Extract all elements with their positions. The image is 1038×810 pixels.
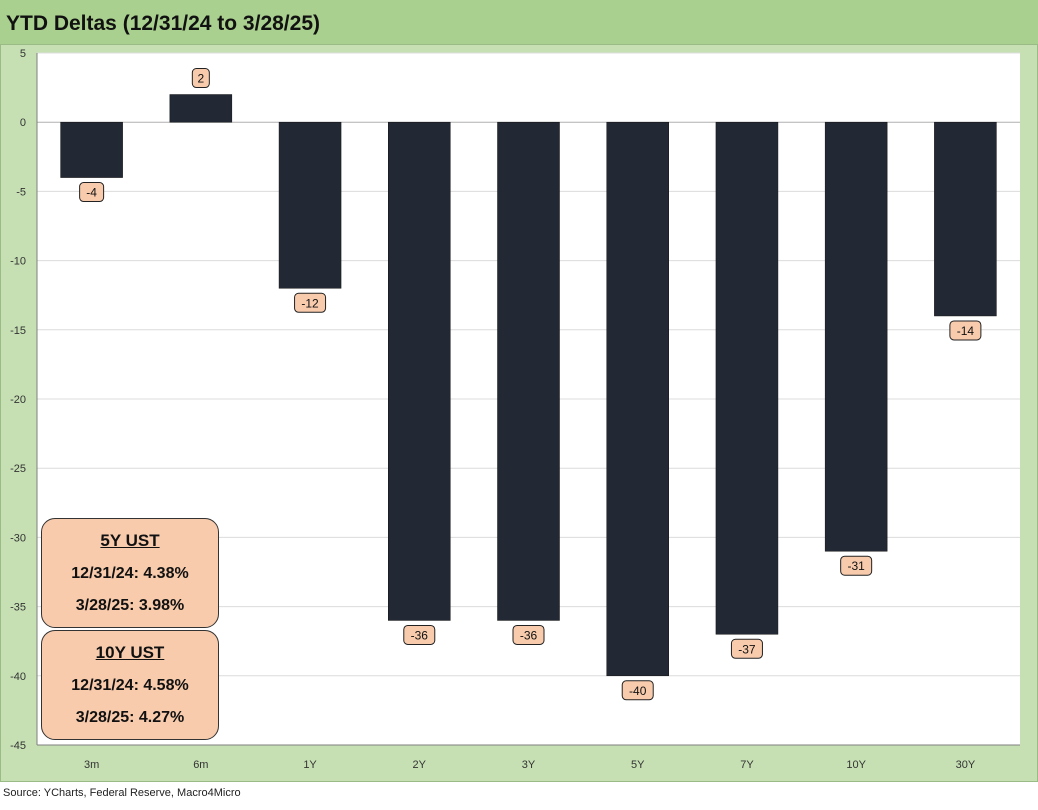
info-box-start-yield: 12/31/24: 4.38% bbox=[71, 565, 189, 582]
x-tick-label: 3m bbox=[84, 759, 99, 771]
data-label: 2 bbox=[197, 72, 204, 86]
info-box-end-yield: 3/28/25: 4.27% bbox=[75, 709, 185, 726]
bar bbox=[934, 121, 997, 317]
y-tick-label: -20 bbox=[10, 394, 26, 406]
data-label-box bbox=[79, 182, 105, 203]
y-tick-label: -30 bbox=[10, 532, 26, 544]
y-tick-label: -10 bbox=[10, 256, 26, 268]
bar bbox=[388, 121, 451, 621]
x-tick-label: 10Y bbox=[846, 759, 866, 771]
data-label-box bbox=[949, 320, 982, 341]
info-box-title: 5Y UST bbox=[100, 531, 160, 550]
source-note: Source: YCharts, Federal Reserve, Macro4… bbox=[3, 787, 241, 799]
info-box-5y: 5Y UST 12/31/24: 4.38% 3/28/25: 3.98% bbox=[41, 518, 219, 628]
x-tick-label: 30Y bbox=[956, 759, 976, 771]
y-tick-label: -40 bbox=[10, 671, 26, 683]
data-label: -4 bbox=[86, 186, 97, 200]
y-tick-label: 5 bbox=[20, 48, 26, 60]
title-bar: YTD Deltas (12/31/24 to 3/28/25) bbox=[0, 0, 1038, 44]
y-tick-label: -25 bbox=[10, 463, 26, 475]
data-label-box bbox=[403, 624, 436, 645]
data-label: -37 bbox=[738, 642, 756, 656]
x-tick-label: 2Y bbox=[413, 759, 427, 771]
bar bbox=[169, 94, 233, 123]
data-label-box bbox=[294, 292, 327, 313]
y-tick-label: -35 bbox=[10, 602, 26, 614]
bar bbox=[824, 121, 888, 552]
data-label: -31 bbox=[847, 559, 865, 573]
bar bbox=[278, 121, 342, 289]
y-tick-label: 0 bbox=[20, 117, 26, 129]
bar bbox=[60, 121, 123, 178]
x-tick-label: 7Y bbox=[740, 759, 754, 771]
info-box-title: 10Y UST bbox=[95, 643, 165, 662]
x-tick-label: 1Y bbox=[303, 759, 317, 771]
data-label: -12 bbox=[301, 296, 319, 310]
bar bbox=[497, 121, 560, 621]
y-tick-label: -5 bbox=[16, 186, 26, 198]
data-label-box bbox=[621, 680, 654, 701]
data-label: -40 bbox=[629, 684, 647, 698]
data-label: -36 bbox=[520, 628, 538, 642]
y-tick-label: -45 bbox=[10, 740, 26, 752]
bar bbox=[606, 121, 669, 677]
info-box-end-yield: 3/28/25: 3.98% bbox=[75, 597, 185, 614]
y-tick-label: -15 bbox=[10, 325, 26, 337]
info-box-start-yield: 12/31/24: 4.58% bbox=[71, 677, 189, 694]
bar bbox=[715, 121, 779, 635]
x-tick-label: 3Y bbox=[522, 759, 536, 771]
data-label-box bbox=[840, 555, 873, 576]
data-label-box bbox=[191, 68, 210, 89]
info-box-10y: 10Y UST 12/31/24: 4.58% 3/28/25: 4.27% bbox=[41, 630, 219, 740]
data-label-box bbox=[512, 624, 545, 645]
x-tick-label: 5Y bbox=[631, 759, 645, 771]
data-label: -14 bbox=[957, 324, 975, 338]
chart-title: YTD Deltas (12/31/24 to 3/28/25) bbox=[6, 12, 320, 35]
data-label-box bbox=[730, 638, 763, 659]
data-label: -36 bbox=[411, 628, 429, 642]
x-tick-label: 6m bbox=[193, 759, 208, 771]
